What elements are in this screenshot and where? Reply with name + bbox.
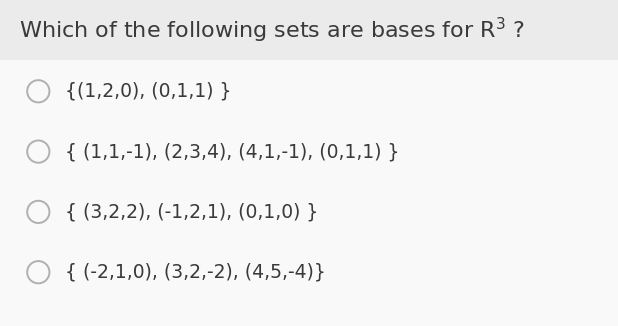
Text: Which of the following sets are bases for $\mathregular{R^3}$ ?: Which of the following sets are bases fo…: [19, 16, 525, 45]
Text: {(1,2,0), (0,1,1) }: {(1,2,0), (0,1,1) }: [65, 82, 231, 101]
Text: Which of the following sets are bases for R: Which of the following sets are bases fo…: [0, 325, 1, 326]
Text: { (1,1,-1), (2,3,4), (4,1,-1), (0,1,1) }: { (1,1,-1), (2,3,4), (4,1,-1), (0,1,1) }: [65, 142, 399, 161]
Text: { (3,2,2), (-1,2,1), (0,1,0) }: { (3,2,2), (-1,2,1), (0,1,0) }: [65, 202, 318, 221]
Text: { (-2,1,0), (3,2,-2), (4,5,-4)}: { (-2,1,0), (3,2,-2), (4,5,-4)}: [65, 263, 326, 282]
Bar: [0, 0, 618, 60]
